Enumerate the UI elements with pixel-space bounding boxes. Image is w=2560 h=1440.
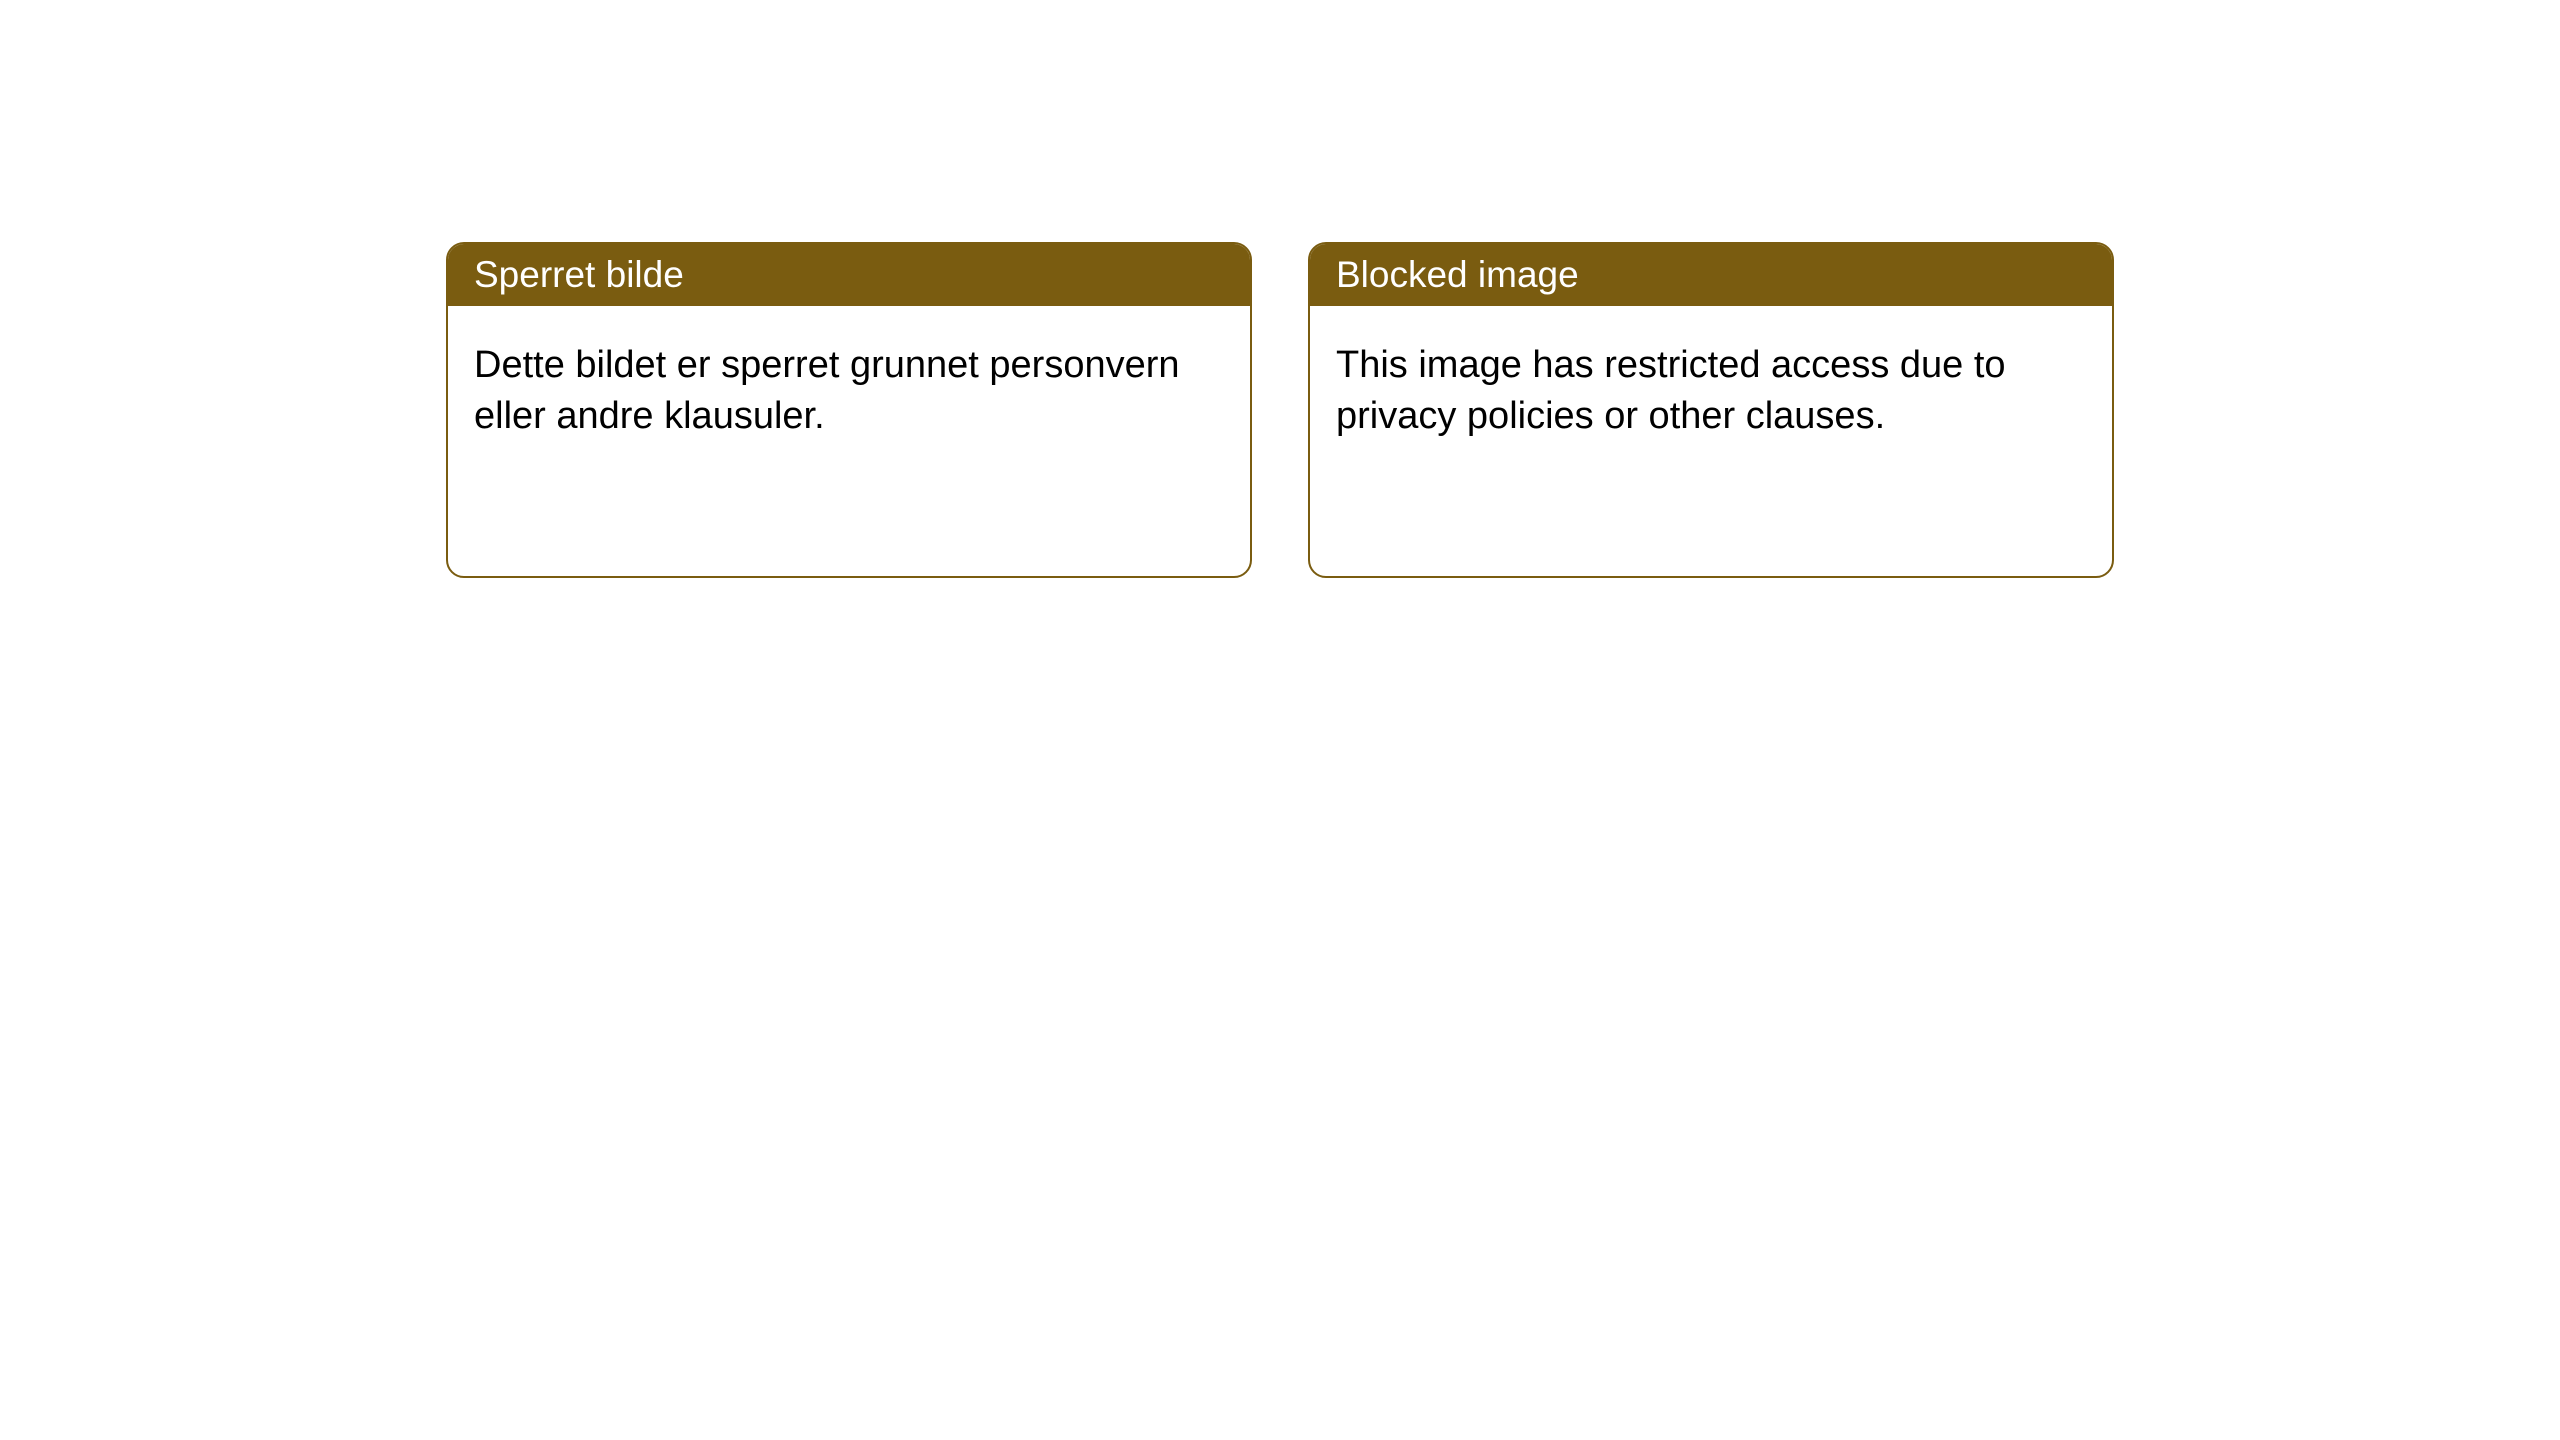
notice-card-header: Blocked image [1310, 244, 2112, 306]
notice-card-text: Dette bildet er sperret grunnet personve… [474, 344, 1180, 437]
notice-card-body: This image has restricted access due to … [1310, 306, 2112, 477]
notice-card-body: Dette bildet er sperret grunnet personve… [448, 306, 1250, 477]
notice-card-title: Sperret bilde [474, 254, 684, 295]
notice-card-english: Blocked image This image has restricted … [1308, 242, 2114, 578]
notice-card-norwegian: Sperret bilde Dette bildet er sperret gr… [446, 242, 1252, 578]
notice-card-text: This image has restricted access due to … [1336, 344, 2006, 437]
notice-card-header: Sperret bilde [448, 244, 1250, 306]
notice-card-title: Blocked image [1336, 254, 1579, 295]
notice-container: Sperret bilde Dette bildet er sperret gr… [0, 0, 2560, 578]
